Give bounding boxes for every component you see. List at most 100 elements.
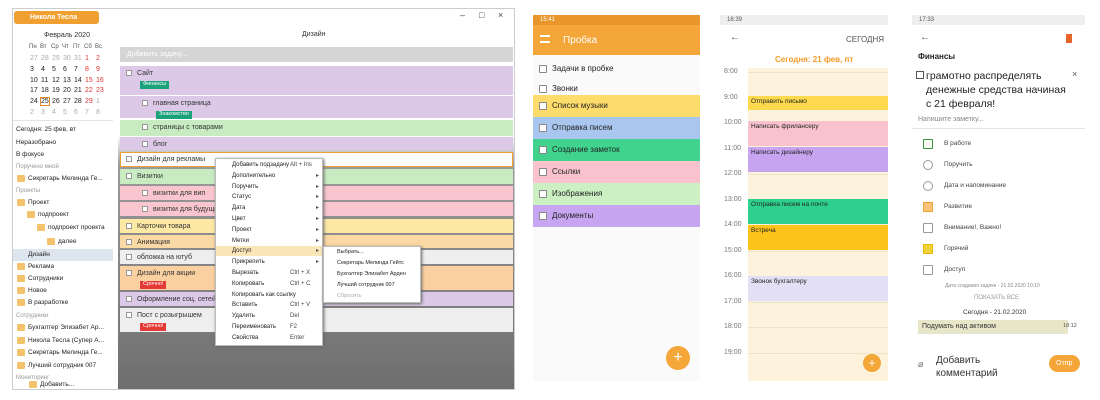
calendar-day[interactable]: 8 (85, 65, 89, 73)
property-item[interactable]: Внимание!, Важно! (944, 224, 1002, 231)
sidebar-item[interactable]: Проект (28, 199, 50, 206)
property-item[interactable]: Развитие (944, 203, 972, 210)
task-row[interactable] (120, 96, 513, 118)
calendar-day[interactable]: 18 (41, 87, 49, 95)
menu-item[interactable]: Добавить подзадачу (232, 162, 290, 168)
calendar-day[interactable]: 7 (74, 65, 78, 73)
event-block[interactable] (748, 199, 888, 224)
list-row[interactable] (533, 161, 700, 183)
menu-item[interactable]: Копировать как ссылку (232, 291, 296, 298)
submenu-item[interactable]: Сбросить (337, 293, 362, 299)
calendar-day[interactable]: 7 (85, 109, 89, 116)
calendar-day[interactable]: 25 (40, 97, 50, 107)
menu-item[interactable]: Дата (232, 205, 246, 212)
sidebar-item[interactable]: В разработке (28, 299, 69, 306)
calendar-day[interactable]: 4 (52, 109, 56, 116)
task-checkbox[interactable] (142, 190, 148, 196)
list-row[interactable] (533, 183, 700, 205)
send-button[interactable] (1049, 355, 1080, 372)
calendar-day[interactable]: 28 (74, 98, 82, 106)
calendar-day[interactable]: 30 (63, 55, 71, 62)
event-block[interactable] (748, 225, 888, 250)
sidebar-item[interactable]: Никола Тесла (Супер А... (28, 337, 105, 344)
calendar-day[interactable]: 17 (30, 87, 38, 95)
sidebar-item[interactable]: Реклама (28, 263, 55, 270)
calendar-day[interactable]: 29 (85, 98, 93, 106)
task-checkbox[interactable] (126, 312, 132, 318)
close-button[interactable]: × (1072, 69, 1078, 79)
calendar-day[interactable]: 8 (96, 109, 100, 116)
menu-item[interactable]: Вырезать (232, 270, 259, 276)
sidebar-item[interactable]: Лучший сотрудник 007 (28, 362, 97, 369)
sidebar-item[interactable]: Секретарь Мелинда Ге... (28, 349, 103, 356)
menu-item[interactable]: Свойства (232, 334, 259, 341)
calendar-day[interactable]: 1 (96, 98, 100, 106)
calendar-day[interactable]: 9 (96, 65, 100, 73)
menu-item[interactable]: Проект (232, 226, 252, 233)
list-row[interactable] (533, 80, 700, 98)
sidebar-item[interactable]: Новое (28, 287, 47, 294)
event-block[interactable] (748, 121, 888, 146)
task-checkbox[interactable] (126, 296, 132, 302)
sidebar-item[interactable]: Дизайн (28, 251, 50, 258)
menu-item[interactable]: Переименовать (232, 324, 276, 330)
task-checkbox[interactable] (142, 100, 148, 106)
calendar-day[interactable]: 12 (52, 76, 60, 84)
calendar-day[interactable]: 29 (52, 55, 60, 62)
task-checkbox[interactable] (126, 254, 132, 260)
menu-item[interactable]: Цвет (232, 216, 246, 222)
submenu-item[interactable]: Секретарь Мелинда Гейтс (337, 260, 404, 266)
calendar-day[interactable]: 6 (74, 109, 78, 116)
calendar-day[interactable]: 28 (41, 55, 49, 62)
sidebar-item[interactable]: Сегодня: 25 фев, вт (16, 126, 76, 133)
menu-item[interactable]: Метки (232, 237, 249, 244)
submenu-item[interactable]: Бухгалтер Элизабет Арден (337, 271, 406, 277)
calendar-day[interactable]: 26 (52, 98, 60, 106)
sidebar-item[interactable]: Сотрудники (28, 275, 64, 282)
sidebar-item[interactable]: далее (58, 238, 77, 245)
calendar-day[interactable]: 31 (74, 55, 82, 62)
property-item[interactable]: Горячий (944, 245, 969, 252)
calendar-day[interactable]: 23 (96, 87, 104, 95)
bookmark-icon[interactable] (1066, 34, 1072, 43)
calendar-day[interactable]: 16 (96, 76, 104, 84)
task-checkbox[interactable] (126, 239, 132, 245)
task-row[interactable] (120, 137, 513, 150)
back-arrow[interactable]: ← (920, 32, 930, 43)
fab[interactable]: + (863, 354, 881, 372)
property-item[interactable]: Поручить (944, 161, 973, 168)
submenu-item[interactable]: Лучший сотрудник 007 (337, 282, 395, 288)
calendar-day[interactable]: 27 (63, 98, 71, 106)
task-row[interactable] (120, 120, 513, 136)
task-checkbox[interactable] (126, 173, 132, 179)
menu-item[interactable]: Прикрепить (232, 259, 265, 266)
sidebar-item[interactable]: подпроект проекта (48, 224, 105, 231)
list-row[interactable] (533, 60, 700, 78)
list-row[interactable] (533, 205, 700, 227)
window-button[interactable]: □ (479, 10, 485, 20)
sidebar-item[interactable]: В фокусе (16, 151, 45, 158)
menu-item[interactable]: Статус (232, 194, 251, 201)
menu-item[interactable]: Доступ (232, 248, 252, 255)
show-all[interactable]: ПОКАЗАТЬ ВСЕ (974, 295, 1019, 301)
fab[interactable]: + (666, 346, 690, 370)
calendar-day[interactable]: 14 (74, 76, 82, 84)
calendar-day[interactable]: 3 (41, 109, 45, 116)
menu-item[interactable]: Копировать (232, 280, 265, 287)
task-checkbox[interactable] (126, 270, 132, 276)
sidebar-item[interactable]: подпроект (38, 211, 70, 218)
calendar-day[interactable]: 15 (85, 76, 93, 84)
property-item[interactable]: В работе (944, 140, 972, 147)
calendar-day[interactable]: 19 (52, 87, 60, 95)
calendar-day[interactable]: 22 (85, 87, 93, 95)
list-row[interactable] (533, 117, 700, 139)
calendar-day[interactable]: 27 (30, 55, 38, 62)
sidebar-item[interactable]: Бухгалтер Элизабет Ар... (28, 324, 104, 331)
menu-item[interactable]: Поручить (232, 183, 259, 190)
calendar-day[interactable]: 24 (30, 98, 38, 106)
sidebar-item[interactable]: Неразобрано (16, 139, 57, 146)
event-block[interactable] (748, 276, 888, 301)
add-task-input[interactable]: Добавить задачу... (127, 51, 188, 58)
task-checkbox[interactable] (142, 124, 148, 130)
list-row[interactable] (533, 139, 700, 161)
